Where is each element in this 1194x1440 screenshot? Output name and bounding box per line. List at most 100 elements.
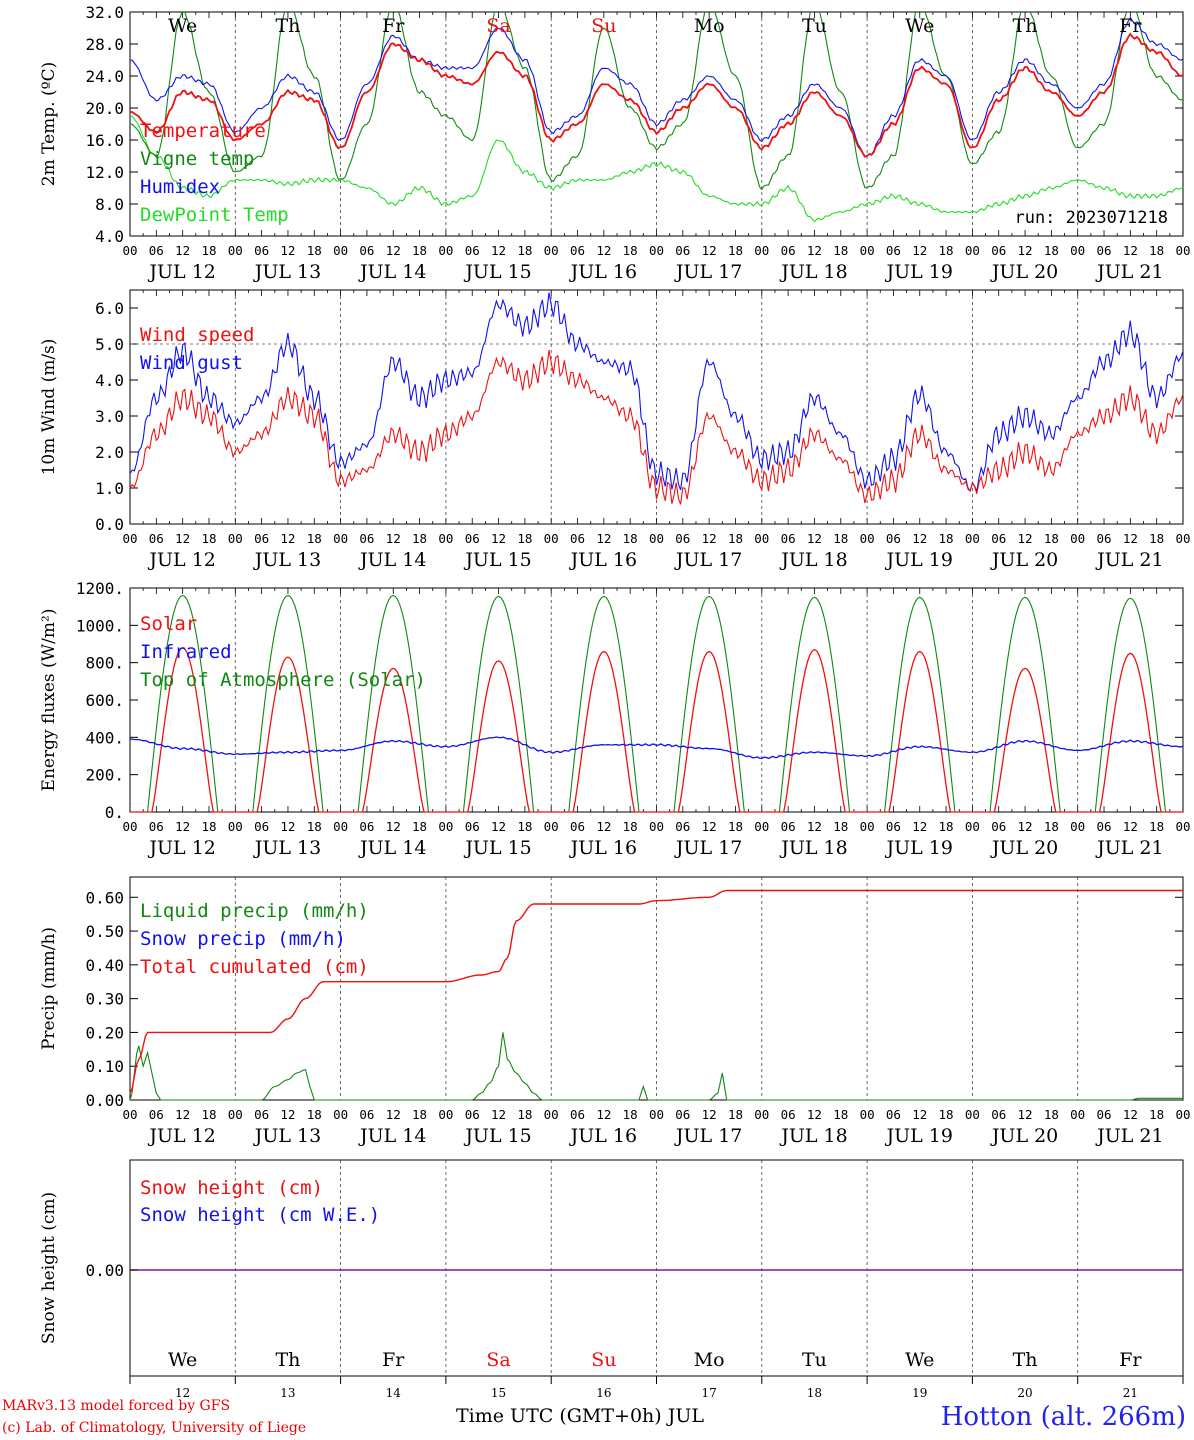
x-hour-label: 06 <box>675 819 690 834</box>
x-date-label: JUL 18 <box>779 1125 847 1147</box>
legend-entry: Solar <box>140 613 197 635</box>
x-hour-label: 12 <box>386 531 401 546</box>
x-hour-label: 12 <box>1018 819 1033 834</box>
x-hour-label: 18 <box>1044 819 1059 834</box>
y-tick-label: 1000. <box>76 616 124 635</box>
x-date-label: JUL 14 <box>358 261 426 283</box>
y-tick-label: 0.50 <box>85 922 124 941</box>
x-hour-label: 00 <box>754 819 769 834</box>
x-hour-label: 12 <box>491 243 506 258</box>
x-hour-label: 00 <box>333 1107 348 1122</box>
y-tick-label: 0.00 <box>85 1091 124 1110</box>
weekday-label: Fr <box>1119 15 1142 37</box>
x-date-label: JUL 20 <box>990 261 1058 283</box>
x-date-label: JUL 16 <box>569 1125 637 1147</box>
legend-entry: Infrared <box>140 641 232 663</box>
day-number-label: 15 <box>491 1386 506 1400</box>
x-hour-label: 00 <box>122 531 137 546</box>
x-hour-label: 00 <box>860 243 875 258</box>
x-hour-label: 12 <box>596 531 611 546</box>
x-hour-label: 18 <box>939 819 954 834</box>
x-hour-label: 06 <box>254 1107 269 1122</box>
legend-entry: Snow height (cm W.E.) <box>140 1204 380 1226</box>
x-hour-label: 06 <box>991 1107 1006 1122</box>
legend-entry: Snow precip (mm/h) <box>140 928 346 950</box>
x-hour-label: 00 <box>860 531 875 546</box>
x-hour-label: 06 <box>359 243 374 258</box>
legend-entry: Wind speed <box>140 324 254 346</box>
x-hour-label: 18 <box>201 819 216 834</box>
y-tick-label: 5.0 <box>95 335 124 354</box>
x-hour-label: 12 <box>596 819 611 834</box>
weekday-label: We <box>905 15 934 37</box>
x-date-label: JUL 13 <box>253 549 321 571</box>
x-date-label: JUL 20 <box>990 549 1058 571</box>
series-line-infrared <box>129 736 1184 760</box>
weekday-label: We <box>168 15 197 37</box>
x-date-label: JUL 20 <box>990 1125 1058 1147</box>
x-hour-label: 00 <box>1175 819 1190 834</box>
x-hour-label: 06 <box>570 243 585 258</box>
x-hour-label: 12 <box>702 819 717 834</box>
legend-entry: Temperature <box>140 120 266 142</box>
x-hour-label: 18 <box>1044 1107 1059 1122</box>
x-date-label: JUL 15 <box>463 549 531 571</box>
x-hour-label: 00 <box>1175 531 1190 546</box>
x-hour-label: 18 <box>1149 531 1164 546</box>
panel-frame-3 <box>129 587 1184 813</box>
weekday-label-bottom: Sa <box>486 1349 510 1371</box>
x-hour-label: 12 <box>1123 531 1138 546</box>
x-hour-label: 18 <box>939 243 954 258</box>
x-hour-label: 00 <box>965 243 980 258</box>
x-date-label: JUL 14 <box>358 549 426 571</box>
x-hour-label: 06 <box>781 819 796 834</box>
x-hour-label: 12 <box>702 1107 717 1122</box>
y-tick-label: 8.0 <box>95 195 124 214</box>
x-hour-label: 00 <box>860 1107 875 1122</box>
x-hour-label: 18 <box>307 531 322 546</box>
x-hour-label: 18 <box>517 531 532 546</box>
x-hour-label: 00 <box>333 819 348 834</box>
x-hour-label: 18 <box>412 819 427 834</box>
x-date-label: JUL 18 <box>779 549 847 571</box>
lab-credit: (c) Lab. of Climatology, University of L… <box>2 1420 307 1436</box>
x-hour-label: 12 <box>702 531 717 546</box>
weekday-label: Sa <box>486 15 510 37</box>
x-date-label: JUL 15 <box>463 837 531 859</box>
panel-frame-1 <box>129 11 1184 237</box>
x-hour-label: 00 <box>544 819 559 834</box>
y-tick-label: 0.20 <box>85 1023 124 1042</box>
day-number-label: 12 <box>175 1386 190 1400</box>
weekday-label: Mo <box>694 15 725 37</box>
weekday-label-bottom: Fr <box>1119 1349 1142 1371</box>
series-line-temperature <box>130 32 1183 158</box>
x-date-label: JUL 12 <box>147 1125 215 1147</box>
y-axis-label: Precip (mm/h) <box>39 927 59 1050</box>
x-hour-label: 06 <box>781 243 796 258</box>
x-hour-label: 06 <box>570 1107 585 1122</box>
x-hour-label: 18 <box>1149 819 1164 834</box>
y-axis-label: 2m Temp. (ºC) <box>39 62 59 187</box>
x-hour-label: 06 <box>1096 1107 1111 1122</box>
x-hour-label: 18 <box>412 1107 427 1122</box>
series-line-humidex <box>130 17 1183 158</box>
x-hour-label: 18 <box>623 531 638 546</box>
x-hour-label: 00 <box>438 243 453 258</box>
x-hour-label: 18 <box>1149 1107 1164 1122</box>
x-date-label: JUL 15 <box>463 1125 531 1147</box>
x-hour-label: 00 <box>860 819 875 834</box>
series-line-vigne-temp <box>130 12 1183 191</box>
x-hour-label: 06 <box>149 1107 164 1122</box>
y-axis-label: Energy fluxes (W/m²) <box>39 609 59 792</box>
x-hour-label: 06 <box>1096 243 1111 258</box>
x-hour-label: 18 <box>1044 243 1059 258</box>
y-tick-label: 4.0 <box>95 227 124 246</box>
y-tick-label: 2.0 <box>95 443 124 462</box>
y-tick-label: 0.00 <box>85 1261 124 1280</box>
x-date-label: JUL 20 <box>990 837 1058 859</box>
x-hour-label: 00 <box>649 531 664 546</box>
x-hour-label: 18 <box>1044 531 1059 546</box>
weekday-label-bottom: Mo <box>694 1349 725 1371</box>
x-date-label: JUL 12 <box>147 549 215 571</box>
x-hour-label: 06 <box>1096 531 1111 546</box>
